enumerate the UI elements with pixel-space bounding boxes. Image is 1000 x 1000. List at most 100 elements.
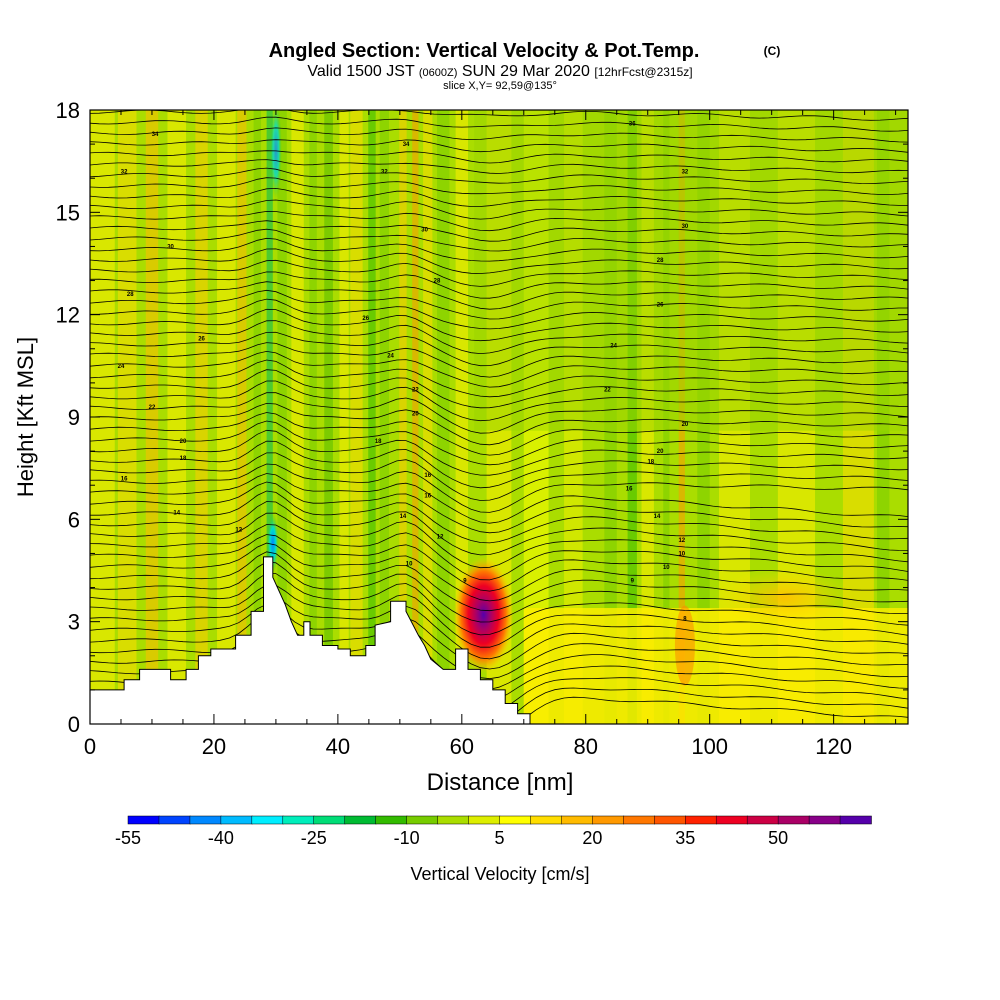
contour-label: 14 [400, 514, 407, 520]
theta-contour [90, 359, 908, 398]
colorbar-swatch [715, 815, 748, 825]
contour-label: 22 [604, 388, 611, 394]
theta-contour [90, 159, 908, 174]
contour-label: 16 [424, 493, 431, 499]
contour-label: 24 [118, 364, 125, 370]
colorbar-swatch [499, 815, 532, 825]
velocity-band [399, 110, 407, 724]
x-tick-label: 20 [202, 734, 226, 759]
theta-contour [90, 320, 908, 355]
contour-label: 10 [678, 551, 685, 557]
colorbar-swatch [344, 815, 377, 825]
theta-contour [90, 116, 908, 132]
y-tick-label: 9 [68, 405, 80, 430]
theta-contour [90, 167, 908, 185]
contour-label: 28 [434, 279, 441, 285]
contour-label: 22 [149, 405, 156, 411]
contour-label: 14 [173, 511, 180, 517]
theta-contour [90, 524, 908, 581]
colorbar-swatch [251, 815, 284, 825]
contour-label: 34 [152, 132, 159, 138]
colorbar-tick-label: -10 [394, 828, 420, 848]
contour-label: 16 [121, 476, 128, 482]
theta-contour [90, 127, 908, 143]
velocity-band [412, 110, 419, 724]
subtitle-part-1: Valid 1500 JST [307, 63, 415, 80]
theta-contour [90, 603, 908, 670]
theta-contour [90, 308, 908, 342]
x-tick-label: 80 [574, 734, 598, 759]
theta-contour [90, 584, 908, 648]
theta-contour [90, 281, 908, 310]
x-tick-label: 100 [691, 734, 728, 759]
contour-label: 30 [167, 244, 174, 250]
velocity-band [379, 110, 390, 724]
colorbar-swatch [654, 815, 687, 825]
theta-contour [90, 331, 908, 367]
colorbar-swatch [592, 815, 625, 825]
theta-contour [90, 501, 908, 556]
theta-contour [90, 177, 908, 195]
theta-contour [90, 392, 908, 434]
contour-label: 32 [381, 169, 388, 175]
contour-label: 36 [629, 122, 636, 128]
theta-contour [90, 429, 908, 476]
contour-label: 32 [682, 169, 689, 175]
theta-contour [90, 220, 908, 242]
contour-label: 26 [657, 302, 664, 308]
theta-contour [90, 228, 908, 252]
contour-label: 20 [682, 422, 689, 428]
contour-label: 30 [682, 224, 689, 230]
contour-label: 14 [654, 514, 661, 520]
velocity-band [117, 110, 137, 724]
theta-contour [90, 150, 908, 164]
subtitle-part-4: [12hrFcst@2315z] [594, 65, 692, 79]
x-axis-label: Distance [nm] [427, 769, 574, 796]
y-axis-label: Height [Kft MSL] [13, 337, 38, 497]
colorbar-swatch [839, 815, 872, 825]
velocity-band [217, 110, 236, 724]
y-tick-label: 0 [68, 712, 80, 737]
theta-contours [90, 98, 908, 724]
theta-contour [90, 612, 908, 680]
contour-label: 10 [663, 565, 670, 571]
contour-label: 12 [235, 528, 242, 534]
colorbar-swatch [685, 815, 717, 825]
theta-contour [90, 98, 908, 109]
x-tick-label: 40 [326, 734, 350, 759]
theta-contour [90, 342, 908, 378]
contour-label: 18 [375, 439, 382, 445]
theta-contour [90, 572, 908, 636]
contour-label: 26 [198, 337, 205, 343]
contour-label: 30 [421, 227, 428, 233]
subtitle-part-3: SUN 29 Mar 2020 [462, 63, 590, 80]
velocity-band [339, 110, 349, 724]
theta-contour [90, 512, 908, 569]
colorbar-swatch [437, 815, 470, 825]
contour-label: 16 [424, 473, 431, 479]
colorbar-tick-label: -25 [301, 828, 327, 848]
colorbar-label: Vertical Velocity [cm/s] [410, 864, 589, 884]
contour-label: 22 [412, 388, 419, 394]
colorbar-swatch [808, 815, 841, 825]
velocity-band [309, 110, 317, 724]
contour-label: 18 [180, 456, 187, 462]
y-tick-label: 3 [68, 610, 80, 635]
theta-contour [90, 594, 908, 660]
contour-label: 10 [406, 562, 413, 568]
theta-contour [90, 412, 908, 456]
velocity-band [423, 110, 433, 724]
x-tick-label: 60 [450, 734, 474, 759]
updraft-cell [714, 567, 855, 628]
colorbar-swatch [158, 815, 191, 825]
colorbar-swatch [777, 815, 810, 825]
theta-contour [90, 187, 908, 207]
theta-contour [90, 473, 908, 524]
subtitle-part-2: (0600Z) [419, 67, 458, 79]
colorbar-swatch [313, 815, 346, 825]
velocity-band [167, 110, 187, 724]
contour-label: 12 [437, 534, 444, 540]
theta-contour [90, 210, 908, 232]
